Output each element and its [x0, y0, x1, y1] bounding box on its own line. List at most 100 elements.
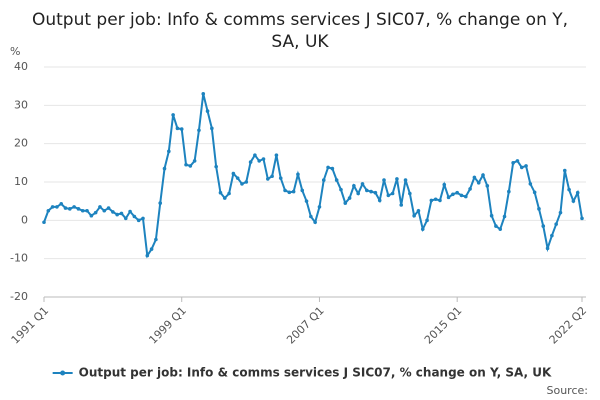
- y-tick-label: 40: [14, 60, 28, 73]
- data-point: [68, 207, 72, 211]
- data-point: [102, 208, 107, 213]
- data-point: [244, 180, 249, 184]
- data-point: [446, 195, 451, 200]
- data-point: [89, 213, 94, 218]
- data-point: [313, 220, 317, 225]
- data-point: [567, 187, 571, 192]
- data-point: [283, 188, 287, 193]
- data-point: [50, 205, 55, 209]
- y-tick-label: 20: [14, 137, 28, 150]
- x-tick-label: 2015 Q1: [422, 304, 465, 347]
- data-point: [580, 216, 584, 221]
- data-point: [158, 201, 163, 205]
- chart-title: Output per job: Info & comms services J …: [32, 10, 568, 52]
- data-point: [59, 202, 64, 206]
- data-point: [132, 214, 137, 219]
- data-point: [115, 212, 119, 217]
- data-point: [119, 211, 124, 216]
- data-point: [369, 189, 373, 194]
- data-point: [93, 210, 98, 215]
- data-point: [545, 246, 550, 251]
- data-point: [136, 218, 141, 223]
- y-tick-label: -10: [10, 252, 28, 265]
- y-tick-label: 10: [14, 175, 28, 188]
- data-point: [261, 157, 266, 161]
- data-point: [270, 174, 274, 179]
- data-point: [240, 182, 244, 186]
- data-point: [524, 164, 528, 168]
- data-point: [162, 166, 167, 171]
- data-point: [98, 205, 102, 209]
- data-point: [145, 253, 150, 258]
- data-point: [72, 205, 76, 209]
- data-point: [179, 127, 184, 131]
- data-point: [382, 178, 386, 182]
- data-point: [481, 173, 485, 177]
- data-point: [416, 208, 421, 213]
- x-tick-label: 1991 Q1: [9, 304, 52, 347]
- data-point: [222, 196, 227, 200]
- data-point: [399, 203, 404, 207]
- data-point: [218, 190, 223, 195]
- y-axis-label: %: [10, 45, 20, 58]
- y-tick-label: 0: [21, 213, 28, 226]
- legend-label: Output per job: Info & comms services J …: [79, 366, 552, 380]
- data-point: [304, 199, 309, 203]
- data-point: [463, 194, 468, 199]
- data-point: [235, 176, 240, 180]
- data-point: [451, 192, 455, 197]
- data-point: [472, 175, 477, 180]
- data-point: [390, 191, 395, 196]
- data-point: [266, 177, 270, 181]
- data-point: [352, 184, 356, 188]
- data-point: [128, 209, 132, 214]
- data-point: [188, 164, 193, 168]
- data-point: [55, 205, 59, 209]
- data-point: [356, 191, 360, 196]
- data-point: [442, 182, 447, 187]
- data-point: [248, 160, 253, 164]
- data-point: [80, 208, 85, 213]
- data-point: [554, 222, 558, 226]
- data-point: [141, 216, 145, 221]
- data-point: [365, 188, 369, 193]
- data-point: [210, 126, 214, 131]
- data-point: [287, 190, 292, 195]
- data-point: [214, 164, 218, 169]
- data-point: [511, 161, 515, 165]
- data-point: [377, 198, 382, 203]
- data-point: [326, 165, 330, 170]
- data-point: [171, 113, 175, 117]
- data-point: [373, 190, 378, 195]
- data-point: [253, 153, 257, 157]
- data-point: [184, 162, 188, 167]
- data-point: [550, 233, 554, 238]
- data-point: [537, 207, 541, 211]
- data-point: [571, 199, 576, 203]
- data-point: [360, 182, 365, 186]
- x-tick-label: 2007 Q1: [284, 304, 327, 347]
- data-point: [317, 205, 322, 209]
- data-point: [507, 189, 511, 194]
- data-point: [433, 197, 438, 202]
- data-point: [334, 178, 339, 182]
- data-point: [227, 191, 231, 196]
- data-point: [278, 176, 283, 180]
- data-point: [123, 216, 128, 221]
- data-point: [455, 190, 459, 195]
- data-point: [274, 153, 279, 157]
- data-point: [192, 159, 197, 163]
- data-point: [438, 198, 442, 203]
- data-point: [541, 224, 546, 228]
- data-point: [111, 210, 115, 214]
- data-point: [42, 220, 46, 225]
- data-point: [330, 166, 335, 171]
- data-point: [403, 178, 408, 182]
- data-point: [412, 213, 416, 218]
- data-point: [558, 210, 563, 215]
- y-tick-label: -20: [10, 290, 28, 303]
- data-point: [429, 198, 434, 203]
- data-point: [408, 191, 412, 196]
